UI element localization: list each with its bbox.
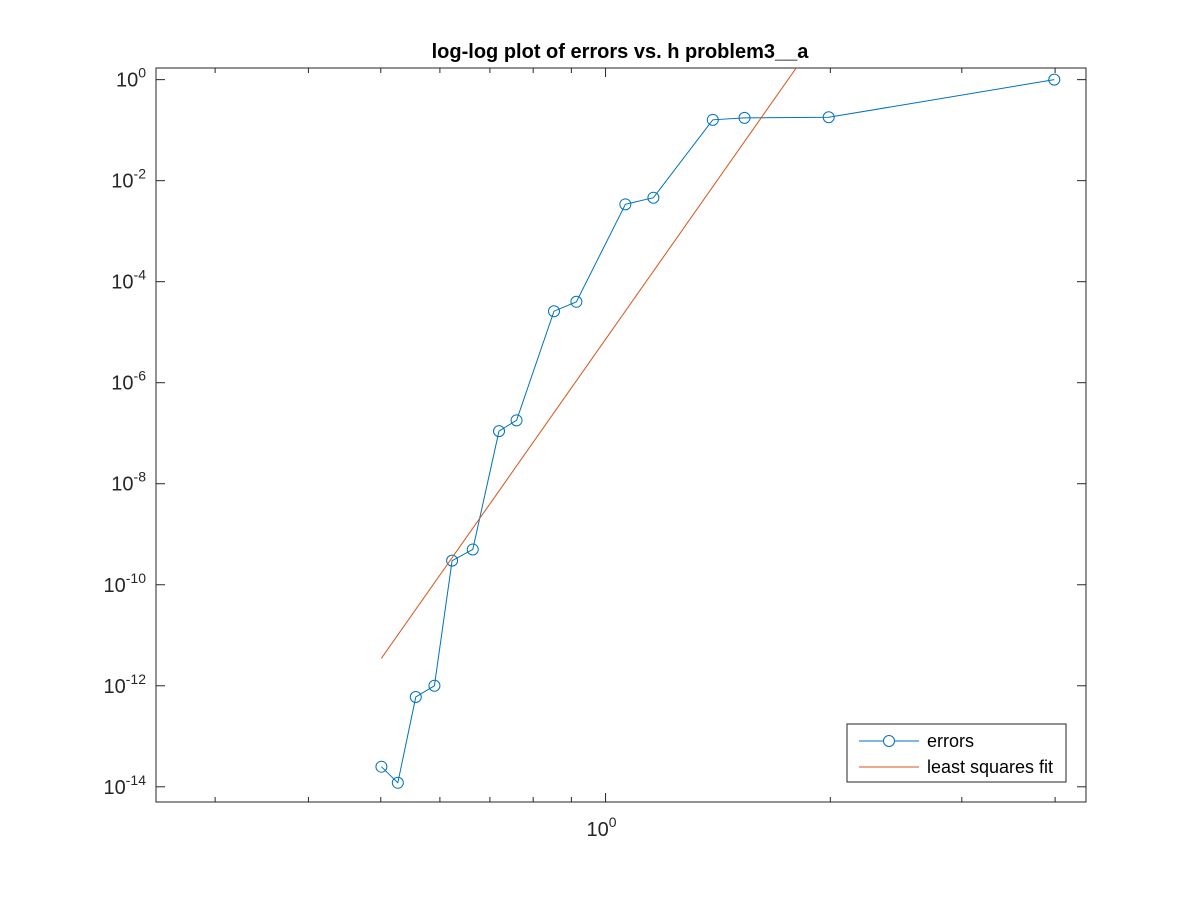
y-tick-label-exponent: -6 [134, 368, 147, 384]
y-tick-label: 10-8 [111, 469, 146, 496]
data-point [619, 198, 632, 211]
x-tick-label: 100 [587, 814, 617, 841]
data-point [409, 690, 422, 703]
data-point [375, 760, 388, 773]
y-tick-label-exponent: -12 [126, 671, 146, 687]
y-tick-label-exponent: 0 [138, 65, 146, 81]
y-tick-label-base: 10 [104, 575, 126, 597]
chart-title: log-log plot of errors vs. h problem3__a [432, 41, 810, 63]
legend-label: errors [927, 731, 974, 751]
y-tick-label-exponent: -4 [134, 267, 147, 283]
data-point [738, 111, 751, 124]
data-point [446, 554, 459, 567]
y-tick-label-base: 10 [104, 777, 126, 799]
y-tick-label: 100 [116, 65, 146, 92]
y-tick-label-base: 10 [104, 676, 126, 698]
data-point [510, 414, 523, 427]
y-tick-label: 10-14 [104, 772, 147, 799]
data-point [570, 295, 583, 308]
legend: errors least squares fit [846, 723, 1067, 783]
plot-area: 10-1410-1210-1010-810-610-410-2100100err… [104, 65, 1087, 841]
x-tick-label-base: 10 [587, 819, 609, 841]
y-tick-label: 10-10 [104, 570, 147, 597]
data-point [1048, 73, 1061, 86]
y-tick-label: 10-6 [111, 368, 146, 395]
y-tick-label-base: 10 [111, 171, 133, 193]
y-tick-label-base: 10 [111, 272, 133, 294]
data-point [706, 113, 719, 126]
x-tick-label-exponent: 0 [609, 814, 617, 830]
series-errors [375, 73, 1061, 789]
series-line [381, 79, 1055, 784]
series-least-squares-fit [380, 68, 797, 659]
y-tick-label-exponent: -8 [134, 469, 147, 485]
data-point [428, 679, 441, 692]
series-line [380, 68, 797, 659]
data-point [647, 191, 660, 204]
y-tick-label: 10-4 [111, 267, 146, 294]
axes-box [155, 67, 1087, 803]
y-tick-label-exponent: -10 [126, 570, 146, 586]
y-tick-label-base: 10 [111, 474, 133, 496]
legend-marker [883, 735, 895, 747]
legend-label: least squares fit [927, 757, 1053, 777]
y-tick-label-base: 10 [111, 373, 133, 395]
y-tick-label-exponent: -14 [126, 772, 146, 788]
y-tick-label: 10-12 [104, 671, 147, 698]
data-point [391, 776, 404, 789]
data-point [493, 425, 506, 438]
data-point [466, 543, 479, 556]
y-tick-label: 10-2 [111, 166, 146, 193]
data-point [547, 305, 560, 318]
y-tick-label-base: 10 [116, 70, 138, 92]
y-tick-label-exponent: -2 [134, 166, 147, 182]
legend-box [846, 723, 1067, 783]
data-point [822, 111, 835, 124]
